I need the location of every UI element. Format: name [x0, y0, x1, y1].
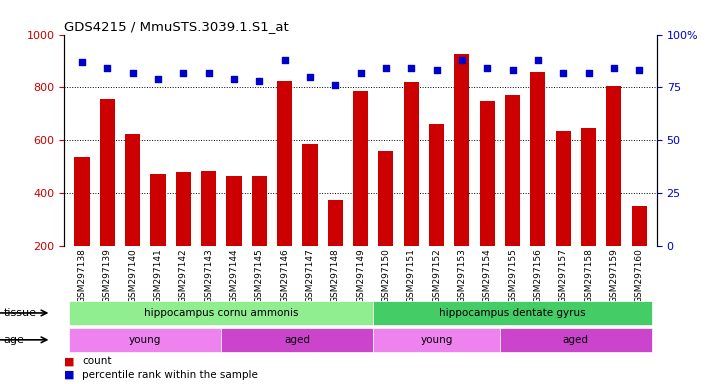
Text: GSM297160: GSM297160	[635, 248, 643, 303]
Bar	[606, 86, 621, 299]
Bar	[632, 206, 647, 299]
Point	[330, 82, 341, 88]
Bar	[201, 170, 216, 299]
Text: GSM297138: GSM297138	[78, 248, 86, 303]
Text: aged: aged	[563, 335, 589, 345]
Text: young: young	[129, 335, 161, 345]
Text: hippocampus dentate gyrus: hippocampus dentate gyrus	[439, 308, 585, 318]
Bar	[226, 176, 241, 299]
Text: GSM297149: GSM297149	[356, 248, 365, 303]
Point	[279, 57, 291, 63]
Bar	[403, 82, 419, 299]
Bar	[429, 124, 444, 299]
Text: age: age	[4, 335, 24, 345]
Point	[355, 70, 366, 76]
Text: count: count	[82, 356, 111, 366]
Text: GSM297146: GSM297146	[280, 248, 289, 303]
Text: hippocampus cornu ammonis: hippocampus cornu ammonis	[144, 308, 298, 318]
Point	[608, 65, 620, 71]
Text: GSM297152: GSM297152	[432, 248, 441, 303]
Point	[558, 70, 569, 76]
Bar	[373, 328, 500, 352]
Text: GSM297147: GSM297147	[306, 248, 314, 303]
Bar	[454, 55, 470, 299]
Point	[76, 59, 88, 65]
Text: GSM297156: GSM297156	[533, 248, 543, 303]
Bar	[251, 176, 267, 299]
Text: GSM297148: GSM297148	[331, 248, 340, 303]
Text: ■: ■	[64, 370, 75, 380]
Point	[203, 70, 214, 76]
Bar	[125, 134, 140, 299]
Text: tissue: tissue	[4, 308, 36, 318]
Point	[178, 70, 189, 76]
Bar	[373, 301, 652, 325]
Point	[633, 68, 645, 74]
Bar	[176, 172, 191, 299]
Bar	[74, 157, 89, 299]
Point	[507, 68, 518, 74]
Text: GSM297155: GSM297155	[508, 248, 517, 303]
Point	[127, 70, 139, 76]
Text: young: young	[421, 335, 453, 345]
Text: GSM297158: GSM297158	[584, 248, 593, 303]
Bar	[69, 328, 221, 352]
Bar	[69, 301, 373, 325]
Point	[304, 74, 316, 80]
Text: GSM297150: GSM297150	[381, 248, 391, 303]
Point	[456, 57, 468, 63]
Bar	[353, 91, 368, 299]
Text: percentile rank within the sample: percentile rank within the sample	[82, 370, 258, 380]
Bar	[151, 174, 166, 299]
Bar	[221, 328, 373, 352]
Point	[583, 70, 594, 76]
Bar	[555, 131, 570, 299]
Point	[101, 65, 113, 71]
Point	[253, 78, 265, 84]
Text: GSM297141: GSM297141	[154, 248, 163, 303]
Bar	[505, 95, 520, 299]
Text: GSM297153: GSM297153	[458, 248, 466, 303]
Bar	[100, 99, 115, 299]
Point	[406, 65, 417, 71]
Text: ■: ■	[64, 356, 75, 366]
Bar	[531, 71, 545, 299]
Text: GSM297157: GSM297157	[558, 248, 568, 303]
Text: GSM297140: GSM297140	[128, 248, 137, 303]
Text: GSM297143: GSM297143	[204, 248, 213, 303]
Point	[228, 76, 240, 82]
Bar	[500, 328, 652, 352]
Bar	[328, 200, 343, 299]
Point	[380, 65, 391, 71]
Point	[532, 57, 543, 63]
Bar	[581, 128, 596, 299]
Text: GSM297151: GSM297151	[407, 248, 416, 303]
Text: GDS4215 / MmuSTS.3039.1.S1_at: GDS4215 / MmuSTS.3039.1.S1_at	[64, 20, 289, 33]
Text: GSM297144: GSM297144	[229, 248, 238, 303]
Text: GSM297142: GSM297142	[178, 248, 188, 303]
Bar	[480, 101, 495, 299]
Text: GSM297145: GSM297145	[255, 248, 263, 303]
Bar	[302, 144, 318, 299]
Text: GSM297159: GSM297159	[609, 248, 618, 303]
Bar	[277, 81, 292, 299]
Text: GSM297154: GSM297154	[483, 248, 492, 303]
Point	[481, 65, 493, 71]
Text: aged: aged	[284, 335, 311, 345]
Text: GSM297139: GSM297139	[103, 248, 112, 303]
Point	[152, 76, 164, 82]
Point	[431, 68, 442, 74]
Bar	[378, 151, 393, 299]
